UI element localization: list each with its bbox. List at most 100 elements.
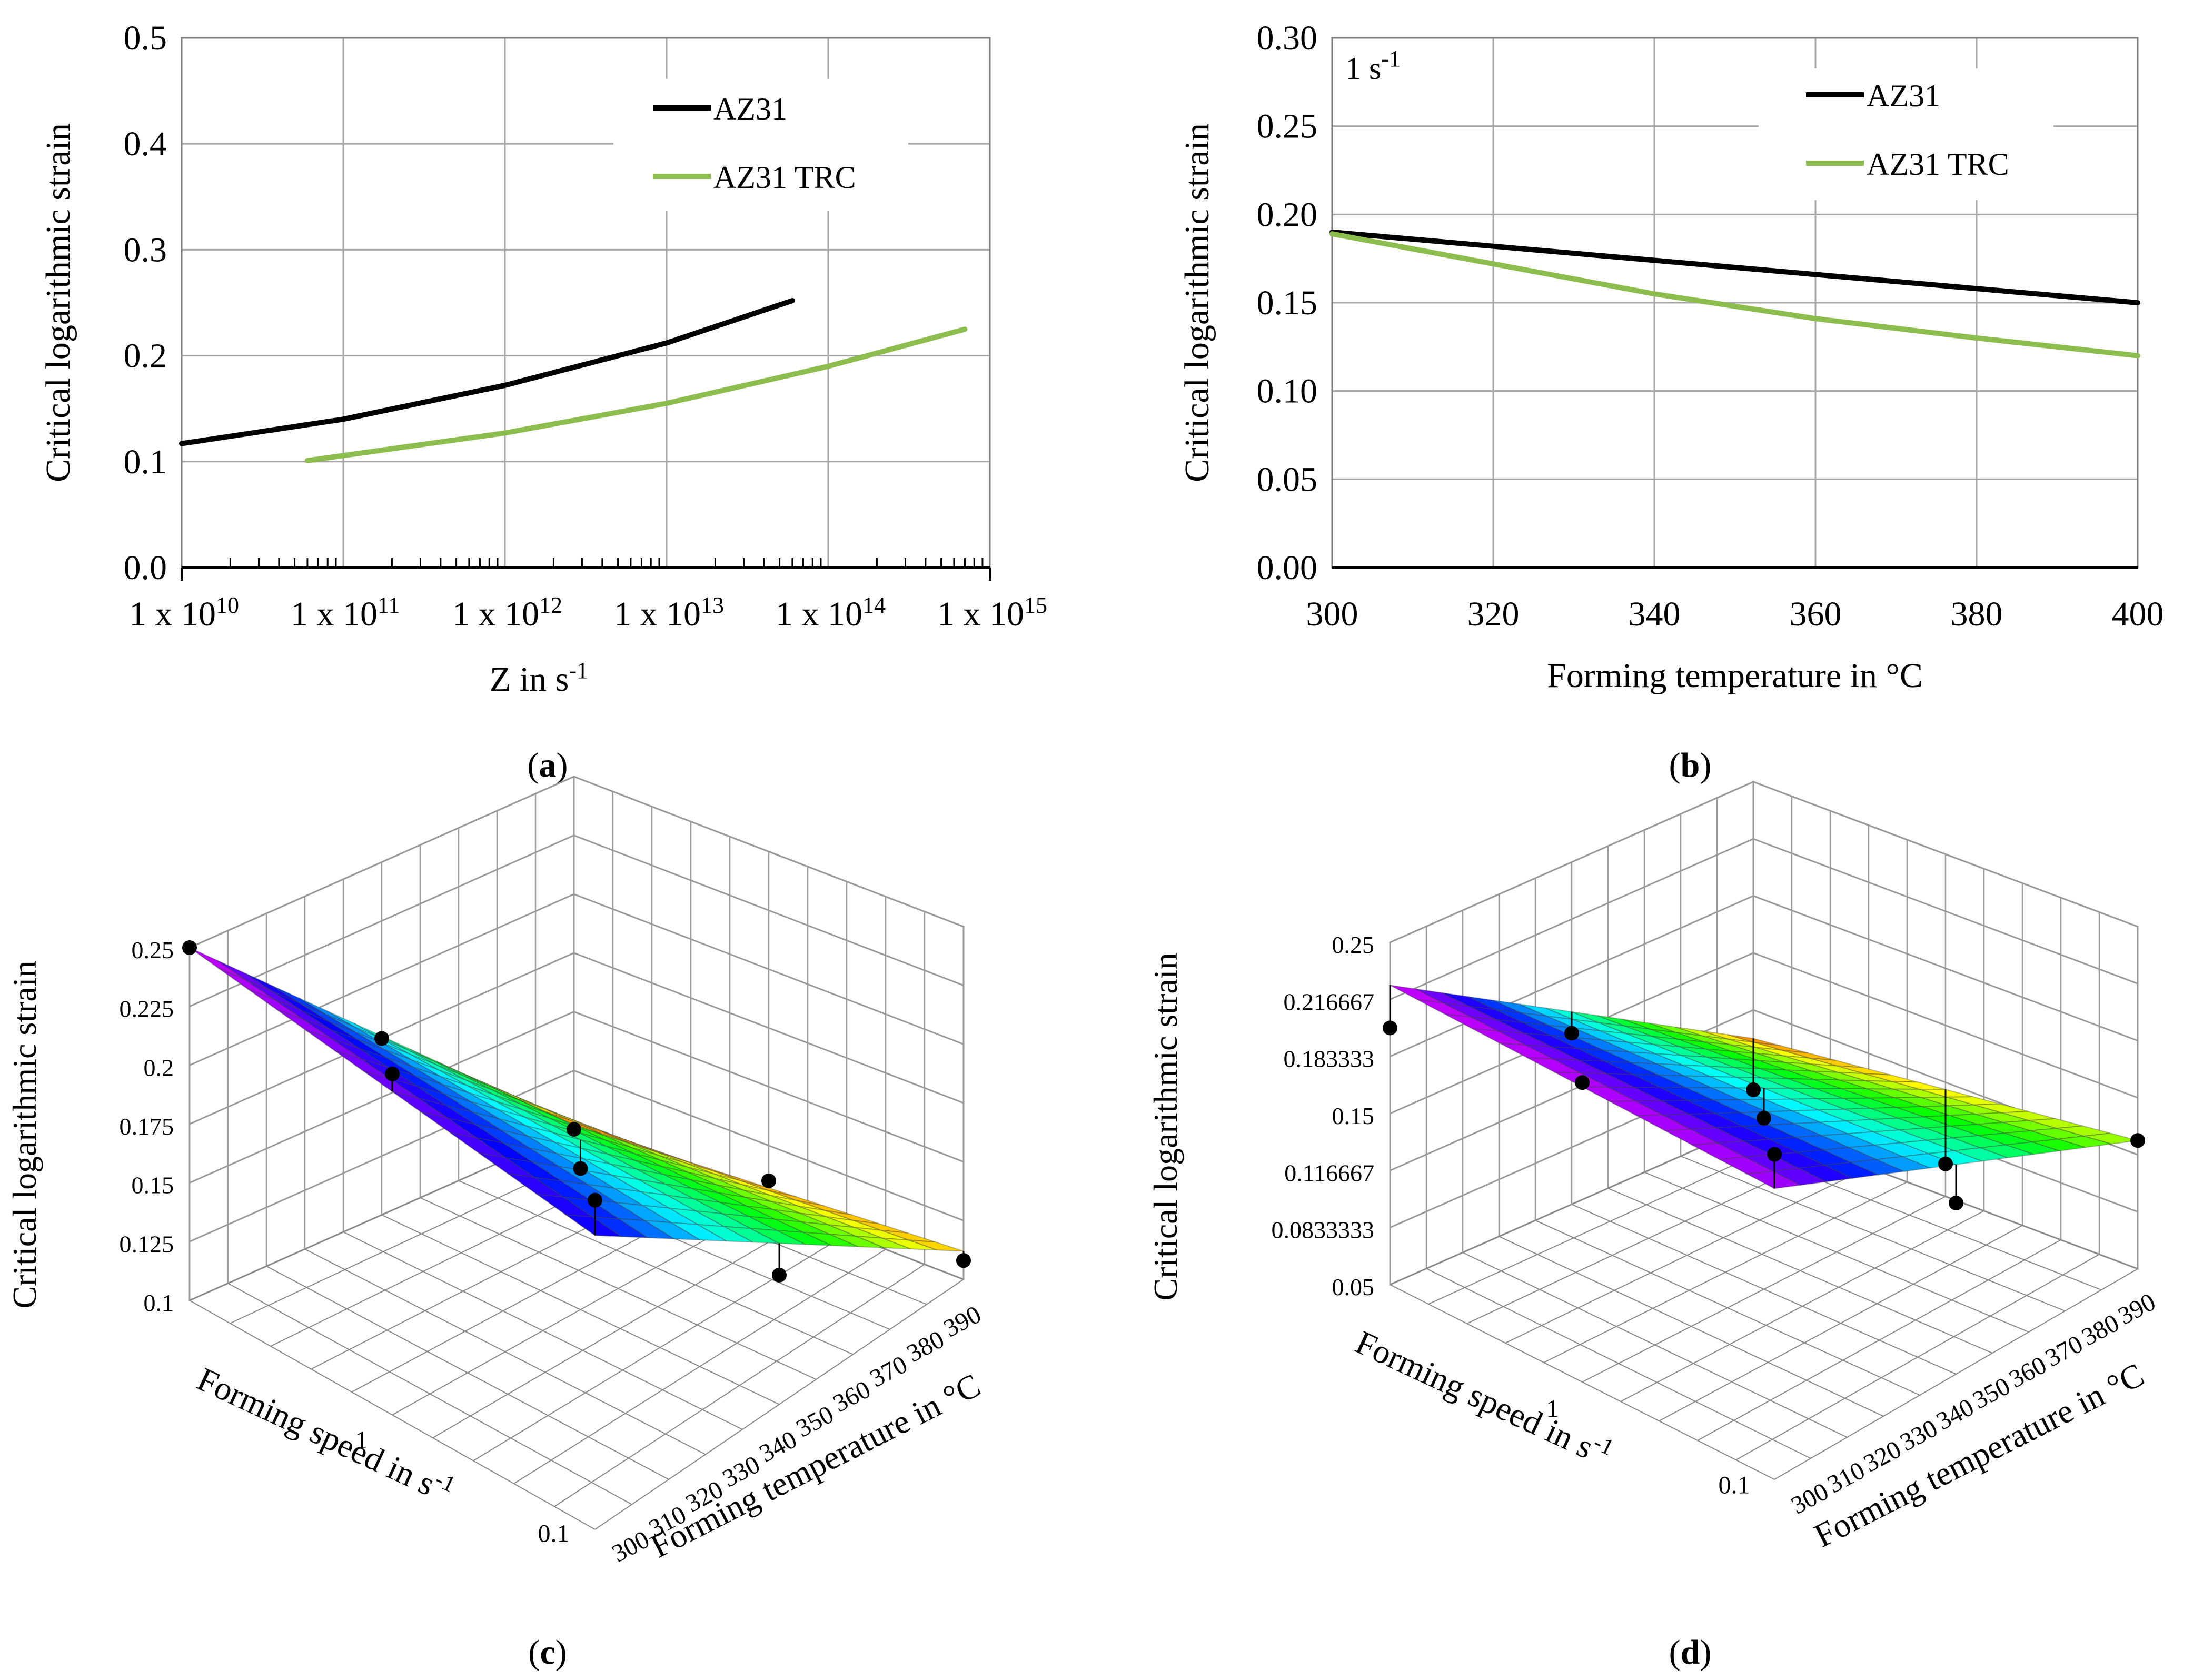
z-tick-label: 0.05 xyxy=(1332,1274,1375,1300)
speed-tick-label: 0.1 xyxy=(1719,1472,1750,1499)
y-tick-label: 0.1 xyxy=(124,443,167,481)
z-tick-label: 0.2 xyxy=(144,1054,174,1081)
x-tick-label-sup: 12 xyxy=(539,592,562,618)
z-tick-label: 0.1 xyxy=(144,1289,174,1316)
z-tick-label: 0.125 xyxy=(120,1230,174,1257)
z-axis-title: Critical logarithmic strain xyxy=(1147,952,1184,1300)
z-tick-label: 0.0833333 xyxy=(1272,1217,1375,1244)
x-tick-label-sup: 14 xyxy=(862,592,886,618)
x-tick-label: 300 xyxy=(1306,595,1358,633)
temp-tick-label: 370 xyxy=(2041,1330,2087,1373)
series-line-az31-trc xyxy=(1329,231,2140,359)
data-point xyxy=(374,1031,389,1046)
panel-label-b-part-0: ( xyxy=(1669,746,1681,784)
speed-tick-label: 0.1 xyxy=(538,1519,570,1547)
x-tick-label-main: 1 x 10 xyxy=(129,595,216,633)
floor-gridline xyxy=(1535,1220,1920,1396)
floor-gridline xyxy=(304,1248,706,1455)
y-axis-title: Critical logarithmic strain xyxy=(1178,123,1216,482)
annotation-rate-main: 1 s xyxy=(1345,51,1381,86)
z-tick-label: 0.25 xyxy=(1332,931,1375,958)
x-tick-label-main: 1 x 10 xyxy=(776,595,862,633)
y-tick-label: 0.10 xyxy=(1257,372,1318,411)
data-point xyxy=(956,1253,971,1268)
floor-gridline xyxy=(1462,1252,1848,1438)
y-tick-label: 0.30 xyxy=(1257,19,1318,57)
floor-gridline xyxy=(458,1180,854,1355)
speed-tick-label: 1 xyxy=(1546,1395,1559,1423)
data-point xyxy=(761,1173,776,1188)
annotation-rate: 1 s-1 xyxy=(1345,46,1401,86)
panel-label-a-part-2: ) xyxy=(557,746,568,784)
x-tick-label: 360 xyxy=(1790,595,1842,633)
chart-d: 0.05 0.0833333 0.116667 0.15 0.183333 0.21666… xyxy=(1147,780,2160,1672)
y-axis-title: Critical logarithmic strain xyxy=(39,123,77,482)
x-axis-title: Forming temperature in °C xyxy=(1547,657,1923,695)
x-tick-label: 1 x 1013 xyxy=(614,592,724,633)
speed-axis-title-main: Forming speed in s xyxy=(192,1360,441,1503)
z-tick-label: 0.175 xyxy=(120,1113,174,1140)
chart-c-label-part-0: ( xyxy=(528,1633,540,1672)
temp-tick-label: 380 xyxy=(2077,1309,2123,1351)
chart-d-label-part-0: ( xyxy=(1669,1633,1681,1672)
speed-axis-title-main: Forming speed in s xyxy=(1350,1323,1599,1466)
x-axis-title-main: Z in s xyxy=(490,660,569,699)
z-tick-label: 0.25 xyxy=(132,937,174,963)
chart-c-label: (c) xyxy=(528,1633,567,1672)
y-tick-label: 0.4 xyxy=(124,125,167,163)
temp-tick-label: 340 xyxy=(1932,1393,1978,1436)
x-tick-label-main: 1 x 10 xyxy=(291,595,378,633)
temp-tick-label: 360 xyxy=(828,1375,875,1418)
x-tick-label-sup: 10 xyxy=(216,592,239,618)
data-point xyxy=(1767,1147,1782,1162)
series-line-az31-trc xyxy=(304,326,968,463)
x-axis-title: Z in s-1 xyxy=(490,658,588,699)
data-point xyxy=(772,1267,787,1283)
speed-tick-label: 1 xyxy=(355,1426,368,1454)
floor-gridline xyxy=(1499,1236,1884,1417)
chart-c-label-part-2: ) xyxy=(555,1633,567,1672)
y-tick-label: 0.3 xyxy=(124,231,167,269)
floor-gridline xyxy=(1426,1268,1811,1459)
x-tick-label: 1 x 1014 xyxy=(776,592,886,633)
y-tick-label: 0.2 xyxy=(124,337,167,375)
surface-patch xyxy=(189,947,246,981)
x-tick-label: 380 xyxy=(1951,595,2003,633)
legend-box xyxy=(1759,68,2053,200)
z-gridline xyxy=(189,834,964,1008)
y-tick-label: 0.5 xyxy=(124,19,167,57)
floor-gridline xyxy=(420,1197,817,1380)
floor-gridline xyxy=(1390,1284,1775,1480)
y-tick-label: 0.15 xyxy=(1257,284,1318,322)
floor-gridline xyxy=(343,1231,743,1430)
z-gridline xyxy=(189,893,964,1066)
chart-c: 0.10.1250.150.1750.20.2250.2530031032033… xyxy=(6,775,986,1672)
z-tick-label: 0.216667 xyxy=(1284,988,1375,1015)
surface xyxy=(189,947,964,1252)
data-point xyxy=(1949,1196,1963,1210)
z-gridline xyxy=(189,776,964,949)
data-point xyxy=(1746,1082,1761,1097)
floor-gridline xyxy=(1644,1171,2029,1333)
z-tick-label: 0.116667 xyxy=(1284,1159,1374,1186)
floor-gridline xyxy=(189,1300,596,1530)
z-tick-label: 0.15 xyxy=(132,1172,174,1199)
temp-tick-label: 370 xyxy=(865,1350,911,1393)
y-tick-label: 0.20 xyxy=(1257,195,1318,234)
chart-d-label-part-2: ) xyxy=(1700,1633,1711,1672)
x-tick-label-sup: 13 xyxy=(701,592,724,618)
x-tick-label-main: 1 x 10 xyxy=(452,595,539,633)
floor-gridline xyxy=(381,1214,780,1405)
temp-tick-label: 360 xyxy=(2004,1351,2051,1394)
data-point xyxy=(573,1161,588,1176)
chart-d-label-part-1: d xyxy=(1681,1633,1700,1672)
temp-axis-title: Forming temperature in °C xyxy=(644,1366,986,1565)
data-point xyxy=(567,1122,581,1137)
data-point xyxy=(1564,1026,1579,1041)
x-tick-label: 340 xyxy=(1629,595,1681,633)
temp-tick-label: 390 xyxy=(2113,1288,2160,1330)
floor-gridline xyxy=(266,1266,669,1480)
x-tick-label-main: 1 x 10 xyxy=(937,595,1024,633)
z-axis-title: Critical logarithmic strain xyxy=(6,960,43,1308)
panel-label-a-part-1: a xyxy=(539,746,557,784)
